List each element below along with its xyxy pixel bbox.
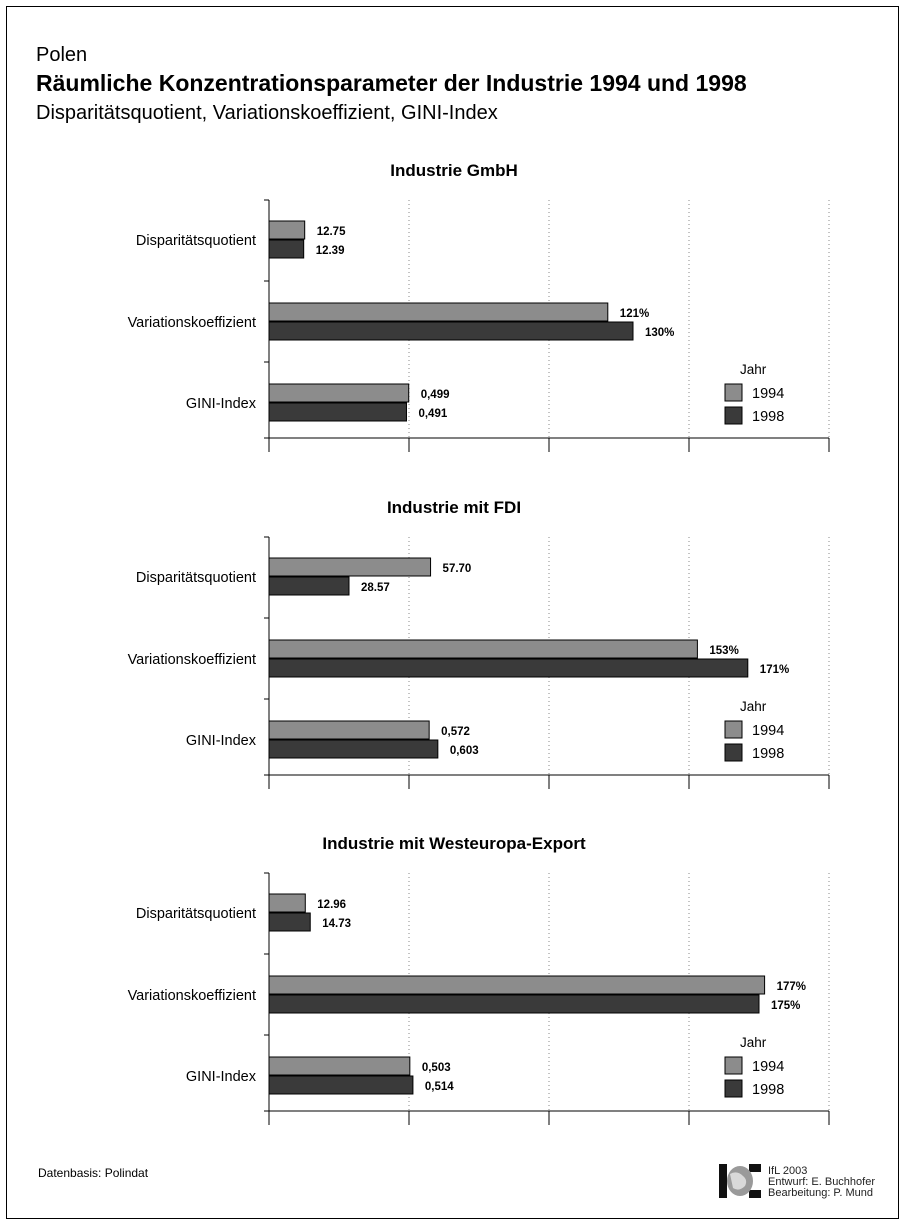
bar-1994 [268,220,306,240]
data-source: Datenbasis: Polindat [38,1166,149,1180]
data-label: 28.57 [361,582,390,594]
legend-label: 1998 [752,746,784,762]
legend-swatch-1998 [724,1079,743,1098]
page-subtitle: Disparitätsquotient, Variationskoeffizie… [36,102,498,124]
bar-1994 [268,639,698,659]
bar-1998 [268,739,439,759]
data-label: 0,514 [425,1081,454,1093]
legend-label: 1994 [752,386,784,402]
legend-swatch-1994 [724,1056,743,1075]
bar-1998 [268,1075,414,1095]
data-label: 0,499 [421,389,450,401]
bar-1994 [268,1056,411,1076]
data-label: 0,491 [418,408,447,420]
category-label: Disparitätsquotient [136,233,256,249]
data-label: 0,572 [441,726,470,738]
data-label: 130% [645,327,674,339]
data-label: 57.70 [443,563,472,575]
credit-line: Entwurf: E. Buchhofer [768,1176,875,1188]
bar-1994 [268,893,306,913]
legend-title: Jahr [740,362,767,377]
bar-1998 [268,321,634,341]
category-label: GINI-Index [186,1069,257,1085]
bar-1994 [268,383,410,403]
category-label: Disparitätsquotient [136,906,256,922]
data-label: 12.75 [317,226,346,238]
panel-title: Industrie mit FDI [387,498,521,517]
legend-title: Jahr [740,699,767,714]
legend-label: 1998 [752,1082,784,1098]
credits: IfL 2003 Entwurf: E. Buchhofer Bearbeitu… [768,1166,875,1199]
category-label: Disparitätsquotient [136,570,256,586]
data-label: 175% [771,1000,800,1012]
category-label: Variationskoeffizient [128,988,256,1004]
bar-1998 [268,239,305,259]
legend-swatch-1994 [724,383,743,402]
category-label: Variationskoeffizient [128,652,256,668]
data-label: 177% [777,981,806,993]
credit-line: Bearbeitung: P. Mund [768,1187,873,1199]
data-label: 121% [620,308,649,320]
legend-label: 1994 [752,723,784,739]
panel-title: Industrie GmbH [390,161,518,180]
credit-line: IfL 2003 [768,1165,808,1177]
bar-1994 [268,557,432,577]
data-label: 153% [709,645,738,657]
category-label: Variationskoeffizient [128,315,256,331]
category-label: GINI-Index [186,396,257,412]
data-label: 0,503 [422,1062,451,1074]
data-label: 12.39 [316,245,345,257]
legend-swatch-1998 [724,406,743,425]
panel-title: Industrie mit Westeuropa-Export [322,834,586,853]
legend-title: Jahr [740,1035,767,1050]
legend-swatch-1994 [724,720,743,739]
ifl-logo-icon [719,1164,761,1198]
bar-1998 [268,658,749,678]
data-label: 0,603 [450,745,479,757]
legend-swatch-1998 [724,743,743,762]
bar-1998 [268,912,311,932]
bar-1994 [268,975,766,995]
data-label: 12.96 [317,899,346,911]
data-label: 14.73 [322,918,351,930]
bar-1998 [268,994,760,1014]
bar-1998 [268,402,407,422]
category-label: GINI-Index [186,733,257,749]
data-label: 171% [760,664,789,676]
legend-label: 1994 [752,1059,784,1075]
bar-1994 [268,720,430,740]
country-label: Polen [36,44,88,66]
bar-1994 [268,302,609,322]
chart-frame [6,6,899,1219]
bar-1998 [268,576,350,596]
legend-label: 1998 [752,409,784,425]
page-title: Räumliche Konzentrationsparameter der In… [36,70,747,96]
